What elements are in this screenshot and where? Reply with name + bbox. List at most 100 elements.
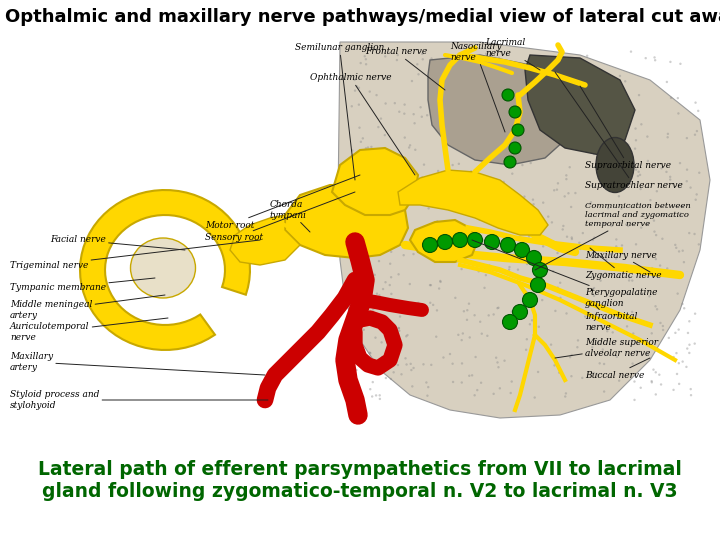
Ellipse shape bbox=[596, 138, 634, 192]
Text: Pterygopalatine
ganglion: Pterygopalatine ganglion bbox=[472, 240, 657, 308]
Circle shape bbox=[662, 325, 664, 327]
Circle shape bbox=[379, 397, 381, 400]
Circle shape bbox=[467, 233, 482, 247]
Circle shape bbox=[639, 387, 642, 389]
Circle shape bbox=[686, 347, 688, 350]
Circle shape bbox=[472, 255, 474, 258]
Circle shape bbox=[690, 394, 692, 396]
Circle shape bbox=[531, 319, 534, 321]
Circle shape bbox=[439, 280, 441, 282]
Text: Lateral path of efferent parsympathetics from VII to lacrimal
gland following zy: Lateral path of efferent parsympathetics… bbox=[38, 460, 682, 501]
Text: Opthalmic and maxillary nerve pathways/medial view of lateral cut away orbit: Opthalmic and maxillary nerve pathways/m… bbox=[5, 8, 720, 26]
Circle shape bbox=[369, 90, 371, 93]
Circle shape bbox=[446, 114, 449, 117]
Circle shape bbox=[483, 239, 485, 241]
Circle shape bbox=[413, 122, 415, 125]
Circle shape bbox=[374, 274, 376, 276]
Circle shape bbox=[632, 332, 634, 335]
Circle shape bbox=[418, 73, 420, 76]
Circle shape bbox=[428, 198, 431, 201]
Circle shape bbox=[688, 343, 690, 346]
Circle shape bbox=[361, 137, 364, 139]
Circle shape bbox=[653, 231, 656, 233]
Circle shape bbox=[606, 124, 608, 126]
Circle shape bbox=[596, 102, 599, 105]
Circle shape bbox=[459, 227, 462, 229]
Circle shape bbox=[379, 237, 382, 239]
Circle shape bbox=[450, 105, 453, 107]
Circle shape bbox=[679, 63, 682, 65]
Circle shape bbox=[655, 234, 657, 237]
Circle shape bbox=[361, 214, 364, 217]
Circle shape bbox=[444, 255, 446, 258]
Circle shape bbox=[407, 307, 410, 309]
Circle shape bbox=[592, 239, 594, 241]
Circle shape bbox=[372, 311, 374, 314]
Circle shape bbox=[356, 161, 359, 164]
Circle shape bbox=[631, 279, 634, 282]
Circle shape bbox=[456, 83, 458, 85]
Circle shape bbox=[504, 156, 516, 168]
Circle shape bbox=[502, 89, 514, 101]
Circle shape bbox=[562, 225, 564, 227]
Circle shape bbox=[523, 258, 525, 260]
Circle shape bbox=[359, 62, 362, 64]
Circle shape bbox=[473, 314, 476, 316]
Circle shape bbox=[405, 363, 408, 366]
Circle shape bbox=[593, 153, 595, 156]
Circle shape bbox=[405, 357, 407, 360]
Circle shape bbox=[552, 270, 554, 273]
Circle shape bbox=[603, 363, 606, 365]
Text: Sensory root: Sensory root bbox=[205, 192, 355, 242]
Circle shape bbox=[435, 105, 437, 107]
Circle shape bbox=[557, 252, 559, 254]
Circle shape bbox=[561, 52, 564, 55]
Circle shape bbox=[553, 364, 556, 367]
Circle shape bbox=[374, 242, 377, 245]
Circle shape bbox=[452, 131, 455, 133]
Circle shape bbox=[624, 80, 626, 83]
Circle shape bbox=[441, 134, 444, 137]
Circle shape bbox=[677, 97, 679, 99]
Circle shape bbox=[697, 110, 699, 112]
Circle shape bbox=[640, 226, 642, 229]
Circle shape bbox=[596, 304, 598, 306]
Circle shape bbox=[361, 367, 363, 369]
Circle shape bbox=[528, 323, 531, 326]
Circle shape bbox=[635, 243, 637, 246]
Circle shape bbox=[556, 188, 558, 191]
Circle shape bbox=[526, 338, 528, 340]
Circle shape bbox=[367, 235, 369, 237]
Circle shape bbox=[644, 57, 647, 59]
Circle shape bbox=[390, 293, 392, 295]
Circle shape bbox=[679, 162, 681, 164]
Circle shape bbox=[460, 87, 462, 90]
Circle shape bbox=[439, 281, 442, 283]
Circle shape bbox=[445, 243, 447, 245]
Circle shape bbox=[537, 371, 539, 373]
Circle shape bbox=[564, 107, 566, 110]
Circle shape bbox=[570, 140, 572, 142]
Circle shape bbox=[588, 203, 590, 205]
Circle shape bbox=[421, 52, 423, 55]
Circle shape bbox=[500, 151, 503, 153]
Circle shape bbox=[400, 373, 402, 375]
Circle shape bbox=[409, 144, 411, 146]
Circle shape bbox=[382, 178, 384, 180]
Circle shape bbox=[461, 114, 464, 117]
Circle shape bbox=[354, 79, 356, 81]
Circle shape bbox=[631, 310, 634, 313]
Circle shape bbox=[577, 339, 579, 342]
Circle shape bbox=[380, 341, 383, 343]
Circle shape bbox=[576, 346, 579, 348]
Circle shape bbox=[450, 252, 452, 255]
Polygon shape bbox=[428, 55, 570, 165]
Circle shape bbox=[664, 271, 666, 273]
Circle shape bbox=[581, 377, 583, 379]
Circle shape bbox=[423, 238, 438, 253]
Circle shape bbox=[422, 58, 424, 60]
Circle shape bbox=[637, 171, 640, 173]
Circle shape bbox=[582, 232, 584, 234]
Circle shape bbox=[492, 110, 495, 112]
Circle shape bbox=[676, 373, 678, 375]
